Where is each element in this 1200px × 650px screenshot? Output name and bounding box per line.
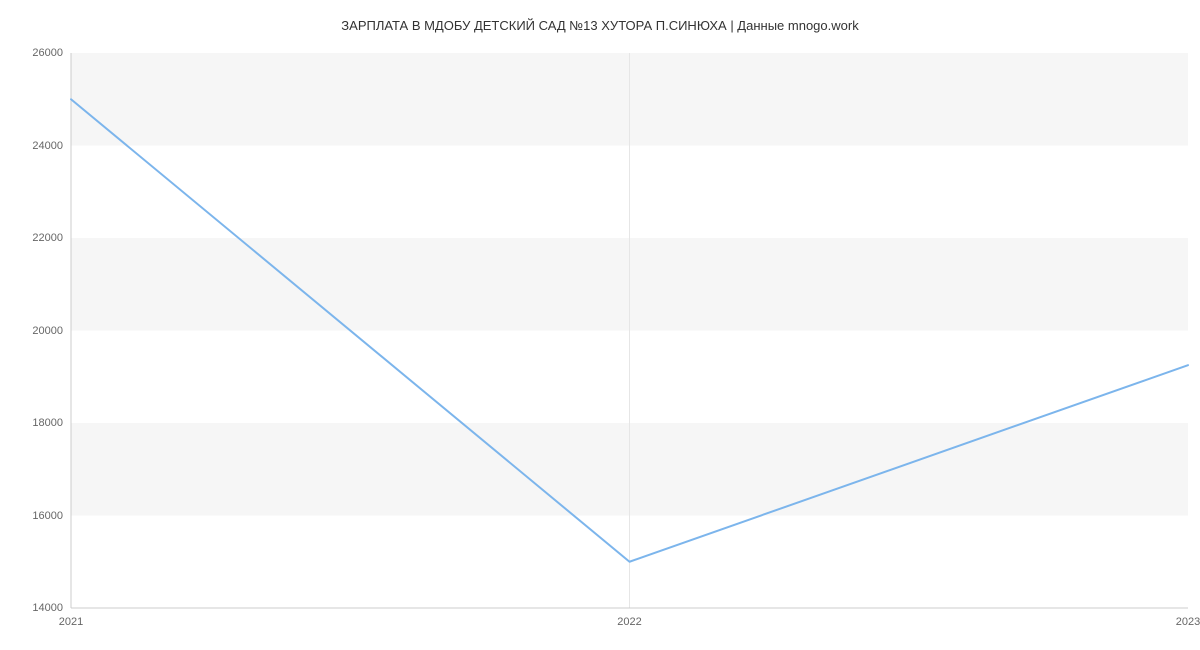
y-tick-label: 22000 bbox=[32, 232, 71, 244]
y-tick-label: 26000 bbox=[32, 47, 71, 59]
y-tick-label: 18000 bbox=[32, 417, 71, 429]
x-tick-label: 2022 bbox=[617, 608, 641, 628]
plot-area: 1400016000180002000022000240002600020212… bbox=[71, 53, 1188, 608]
x-tick-label: 2023 bbox=[1176, 608, 1200, 628]
plot-svg bbox=[71, 53, 1188, 608]
x-tick-label: 2021 bbox=[59, 608, 83, 628]
y-tick-label: 16000 bbox=[32, 510, 71, 522]
salary-line-chart: ЗАРПЛАТА В МДОБУ ДЕТСКИЙ САД №13 ХУТОРА … bbox=[0, 0, 1200, 650]
y-tick-label: 20000 bbox=[32, 325, 71, 337]
chart-title: ЗАРПЛАТА В МДОБУ ДЕТСКИЙ САД №13 ХУТОРА … bbox=[0, 18, 1200, 33]
y-tick-label: 24000 bbox=[32, 140, 71, 152]
